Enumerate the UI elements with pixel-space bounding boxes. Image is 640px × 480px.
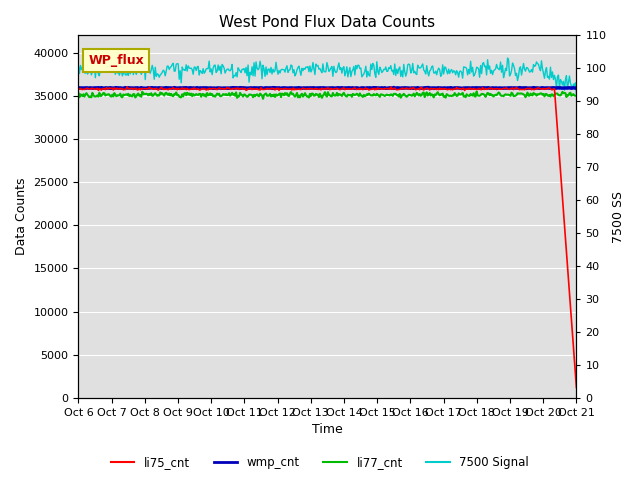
7500 Signal — [504, 55, 511, 61]
li75_cnt — [561, 235, 569, 241]
wmp_cnt — [484, 85, 492, 91]
Line: wmp_cnt: wmp_cnt — [79, 87, 577, 88]
Y-axis label: 7500 SS: 7500 SS — [612, 191, 625, 242]
wmp_cnt — [344, 85, 352, 91]
li77_cnt — [312, 91, 320, 97]
li75_cnt — [573, 384, 580, 390]
wmp_cnt — [314, 85, 322, 91]
li75_cnt — [124, 84, 131, 90]
li75_cnt — [484, 86, 492, 92]
li77_cnt — [259, 96, 267, 102]
li77_cnt — [563, 94, 570, 100]
7500 Signal — [311, 72, 319, 77]
7500 Signal — [483, 72, 490, 78]
7500 Signal — [573, 91, 580, 97]
7500 Signal — [314, 62, 322, 68]
Line: li75_cnt: li75_cnt — [79, 87, 577, 387]
Line: 7500 Signal: 7500 Signal — [79, 58, 577, 94]
li77_cnt — [473, 89, 481, 95]
li75_cnt — [372, 86, 380, 92]
li77_cnt — [484, 91, 492, 96]
wmp_cnt — [75, 85, 83, 91]
wmp_cnt — [563, 85, 570, 91]
7500 Signal — [561, 77, 569, 83]
li75_cnt — [315, 86, 323, 92]
X-axis label: Time: Time — [312, 423, 343, 436]
Legend: li75_cnt, wmp_cnt, li77_cnt, 7500 Signal: li75_cnt, wmp_cnt, li77_cnt, 7500 Signal — [106, 452, 534, 474]
wmp_cnt — [458, 85, 465, 91]
Text: WP_flux: WP_flux — [88, 54, 144, 67]
Y-axis label: Data Counts: Data Counts — [15, 178, 28, 255]
7500 Signal — [344, 74, 352, 80]
li75_cnt — [345, 86, 353, 92]
wmp_cnt — [371, 85, 379, 91]
li75_cnt — [75, 85, 83, 91]
wmp_cnt — [390, 84, 397, 90]
Line: li77_cnt: li77_cnt — [79, 92, 577, 99]
Title: West Pond Flux Data Counts: West Pond Flux Data Counts — [220, 15, 435, 30]
7500 Signal — [371, 71, 379, 76]
wmp_cnt — [573, 85, 580, 91]
li75_cnt — [312, 86, 320, 92]
li77_cnt — [573, 93, 580, 99]
wmp_cnt — [311, 85, 319, 91]
li77_cnt — [372, 93, 380, 98]
li77_cnt — [345, 92, 353, 98]
li77_cnt — [315, 94, 323, 100]
7500 Signal — [75, 63, 83, 69]
li77_cnt — [75, 90, 83, 96]
